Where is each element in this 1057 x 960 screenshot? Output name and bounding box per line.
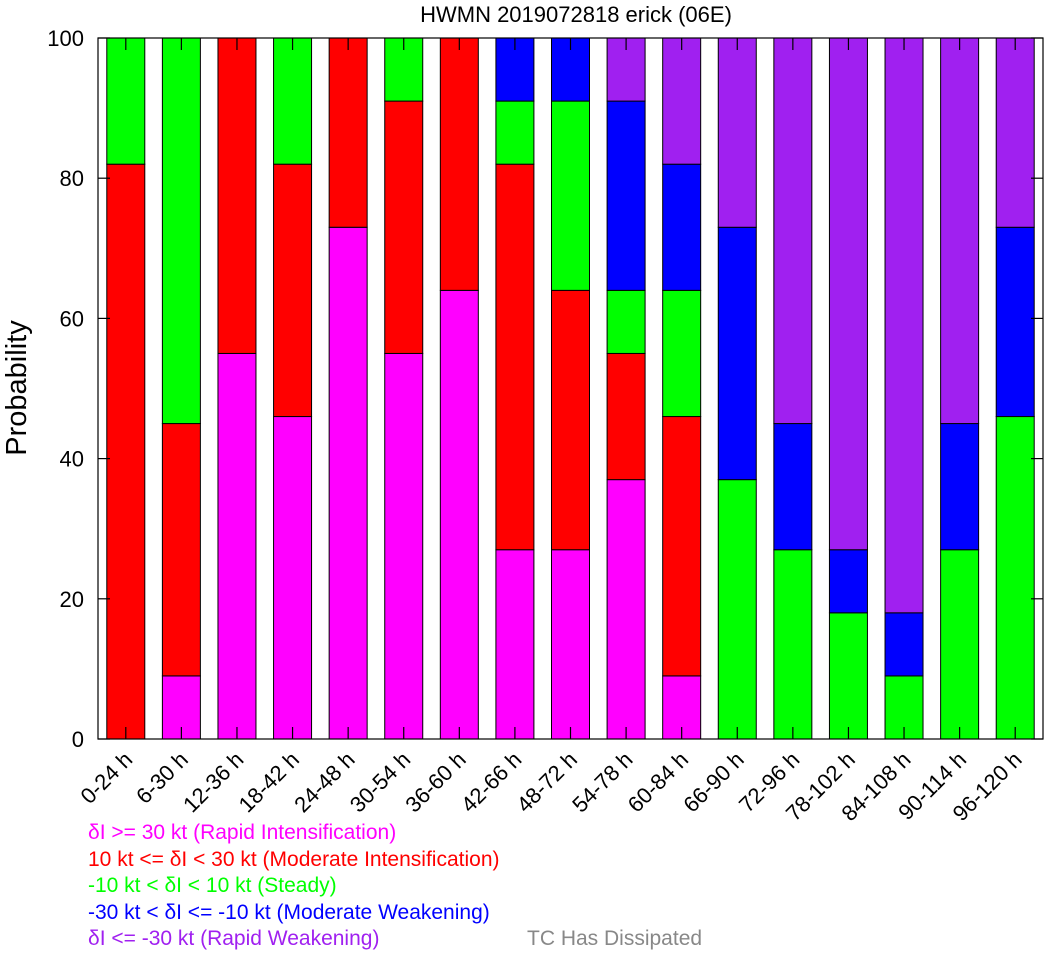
- bar-segment-1-8: [495, 549, 535, 740]
- bar-segment-5-10: [606, 37, 646, 102]
- bar-segment-4-14: [828, 549, 868, 614]
- bar-segment-2-6: [384, 100, 424, 354]
- bar-segment-4-9: [551, 37, 590, 102]
- legend-entry-4: -30 kt < δI <= -10 kt (Moderate Weakenin…: [88, 900, 490, 924]
- bar-segment-3-16: [940, 549, 980, 740]
- chart-title: HWMN 2019072818 erick (06E): [420, 2, 732, 27]
- bar-segment-4-13: [773, 423, 813, 551]
- bar-segment-4-10: [606, 100, 646, 291]
- x-tick-label: 48-72 h: [512, 747, 582, 817]
- legend-entry-1: δI >= 30 kt (Rapid Intensification): [88, 821, 397, 844]
- legend-entry-3: -10 kt < δI < 10 kt (Steady): [88, 874, 337, 897]
- x-tick-label: 18-42 h: [234, 747, 304, 817]
- bar-segment-3-4: [273, 37, 313, 165]
- bar-segment-1-3: [217, 352, 257, 740]
- bar-segment-5-11: [662, 37, 702, 165]
- bar-segment-2-7: [439, 37, 479, 291]
- bar-segment-3-8: [495, 100, 535, 165]
- x-tick-label: 36-60 h: [400, 747, 470, 817]
- legend-entry-5: δI <= -30 kt (Rapid Weakening): [88, 927, 380, 950]
- bar-segment-3-12: [717, 479, 757, 740]
- bars-group: [106, 37, 1035, 740]
- y-tick-label: 60: [60, 306, 84, 331]
- bar-segment-4-16: [940, 423, 980, 551]
- x-tick-label: 42-66 h: [456, 747, 526, 817]
- bar-segment-3-17: [995, 416, 1035, 740]
- y-axis-label: Probability: [1, 320, 33, 456]
- bar-segment-1-9: [551, 549, 590, 740]
- bar-segment-1-6: [384, 352, 424, 740]
- y-tick-label: 0: [72, 727, 84, 752]
- y-tick-label: 20: [60, 587, 84, 612]
- bar-segment-2-9: [551, 289, 590, 551]
- bar-segment-3-13: [773, 549, 813, 740]
- bar-segment-3-14: [828, 612, 868, 740]
- bar-segment-5-13: [773, 37, 813, 425]
- bar-segment-3-2: [161, 37, 201, 425]
- bar-segment-2-1: [106, 163, 146, 740]
- bar-segment-5-16: [940, 37, 980, 425]
- bar-segment-2-2: [161, 423, 201, 677]
- bar-segment-2-5: [328, 37, 368, 228]
- y-axis-ticks: 0 20 40 60 80 100: [47, 26, 1043, 752]
- bar-segment-4-15: [884, 612, 924, 677]
- bar-segment-5-15: [884, 37, 924, 614]
- bar-segment-4-11: [662, 163, 702, 291]
- bar-segment-2-3: [217, 37, 257, 354]
- bar-segment-3-10: [606, 289, 646, 354]
- bar-segment-3-11: [662, 289, 702, 418]
- x-tick-label: 66-90 h: [678, 747, 748, 817]
- bar-segment-1-5: [328, 226, 368, 740]
- bar-segment-2-4: [273, 163, 313, 418]
- x-tick-label: 30-54 h: [345, 747, 415, 817]
- bar-segment-1-7: [439, 289, 479, 740]
- y-tick-label: 40: [60, 447, 84, 472]
- bar-segment-1-10: [606, 479, 646, 740]
- x-tick-label: 54-78 h: [567, 747, 637, 817]
- legend: δI >= 30 kt (Rapid Intensification) 10 kt…: [88, 820, 500, 953]
- dissipated-note: TC Has Dissipated: [527, 927, 703, 950]
- bar-segment-2-8: [495, 163, 535, 551]
- bar-segment-3-1: [106, 37, 146, 165]
- x-tick-label: 12-36 h: [178, 747, 248, 817]
- x-tick-label: 60-84 h: [623, 747, 693, 817]
- bar-segment-3-9: [551, 100, 590, 291]
- bar-segment-5-12: [717, 37, 757, 228]
- y-tick-label: 100: [47, 26, 84, 51]
- bar-segment-1-4: [273, 416, 313, 740]
- bar-segment-2-10: [606, 352, 646, 481]
- x-tick-label: 24-48 h: [289, 747, 359, 817]
- bar-segment-4-17: [995, 226, 1035, 418]
- bar-segment-2-11: [662, 416, 702, 677]
- x-tick-label: 0-24 h: [76, 747, 138, 809]
- y-tick-label: 80: [60, 166, 84, 191]
- bar-segment-4-12: [717, 226, 757, 481]
- bar-segment-5-17: [995, 37, 1035, 228]
- bar-segment-5-14: [828, 37, 868, 551]
- legend-entry-2: 10 kt <= δI < 30 kt (Moderate Intensific…: [88, 847, 500, 871]
